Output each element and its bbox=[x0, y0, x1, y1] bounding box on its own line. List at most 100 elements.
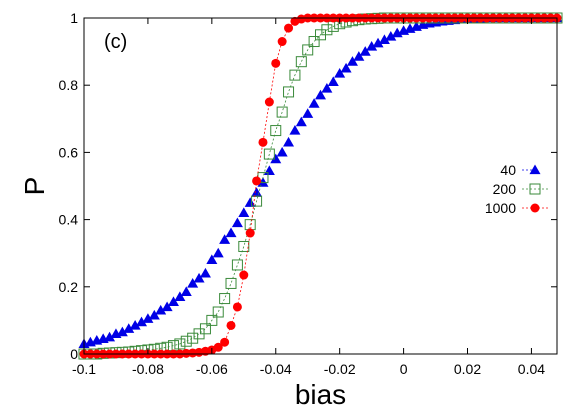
triangle-point bbox=[276, 146, 288, 157]
triangle-point bbox=[187, 277, 199, 288]
circle-point bbox=[277, 37, 287, 47]
circle-point bbox=[226, 320, 236, 330]
circle-point bbox=[258, 137, 268, 147]
triangle-point bbox=[353, 51, 365, 61]
square-point bbox=[283, 86, 295, 98]
triangle-point bbox=[167, 296, 179, 307]
triangle-point bbox=[136, 316, 148, 327]
x-tick-label: 0.02 bbox=[454, 361, 481, 377]
x-tick-label: -0.06 bbox=[196, 361, 228, 377]
triangle-point bbox=[142, 313, 154, 323]
square-point bbox=[251, 195, 263, 207]
triangle-point bbox=[123, 323, 135, 333]
triangle-point bbox=[340, 62, 352, 73]
triangle-point bbox=[372, 37, 384, 48]
legend-label-200: 200 bbox=[493, 181, 517, 197]
triangle-point bbox=[199, 267, 211, 278]
x-axis-title: bias bbox=[295, 379, 346, 407]
square-point bbox=[295, 56, 307, 68]
triangle-point bbox=[321, 83, 333, 93]
circle-point bbox=[213, 342, 223, 352]
y-tick-label: 0.8 bbox=[59, 77, 79, 93]
triangle-point bbox=[129, 319, 141, 330]
square-point bbox=[263, 148, 275, 160]
circle-point bbox=[271, 58, 281, 68]
square-point bbox=[219, 293, 231, 305]
circle-point bbox=[239, 270, 249, 280]
circle-point bbox=[245, 228, 255, 238]
x-tick-label: -0.08 bbox=[132, 361, 164, 377]
y-tick-label: 1 bbox=[70, 10, 78, 26]
y-axis-title: P bbox=[19, 177, 50, 196]
triangle-point bbox=[366, 41, 378, 51]
triangle-point bbox=[174, 291, 186, 302]
y-tick-label: 0 bbox=[70, 346, 78, 362]
y-tick-label: 0.2 bbox=[59, 279, 79, 295]
triangle-point bbox=[302, 108, 314, 118]
triangle-point bbox=[148, 309, 160, 320]
legend-marker-200 bbox=[529, 183, 541, 195]
triangle-point bbox=[225, 227, 237, 238]
axis-ticks: -0.1 -0.08 -0.06 -0.04 -0.02 0 0.02 0.04 0 0.2 0.4… bbox=[59, 10, 557, 377]
triangle-point bbox=[283, 136, 295, 147]
triangle-point bbox=[295, 116, 307, 127]
triangle-point bbox=[212, 247, 224, 258]
triangle-point bbox=[257, 177, 269, 187]
triangle-point bbox=[385, 30, 397, 41]
triangle-point bbox=[231, 217, 243, 228]
square-point bbox=[289, 69, 301, 81]
legend-marker-1000 bbox=[530, 203, 540, 213]
square-point bbox=[225, 277, 237, 289]
square-point bbox=[231, 259, 243, 271]
square-point bbox=[180, 335, 192, 347]
triangle-point bbox=[308, 98, 320, 108]
triangle-point bbox=[327, 76, 339, 86]
triangle-point bbox=[155, 304, 167, 315]
triangle-point bbox=[359, 46, 371, 56]
square-point bbox=[276, 106, 288, 118]
triangle-point bbox=[180, 286, 192, 296]
circle-point bbox=[252, 176, 262, 186]
triangle-point bbox=[238, 207, 250, 218]
chart-marks bbox=[78, 12, 563, 360]
triangle-point bbox=[206, 254, 218, 265]
square-point bbox=[302, 44, 314, 56]
square-point bbox=[212, 306, 224, 318]
square-point bbox=[321, 24, 333, 36]
square-point bbox=[270, 125, 282, 137]
plot-frame bbox=[83, 17, 558, 355]
legend-marker-40 bbox=[529, 164, 541, 175]
x-tick-label: -0.04 bbox=[260, 361, 292, 377]
circle-point bbox=[181, 348, 191, 358]
x-tick-label: 0 bbox=[400, 361, 408, 377]
series-line-200 bbox=[84, 17, 557, 355]
triangle-point bbox=[346, 56, 358, 66]
series-1000 bbox=[79, 13, 562, 359]
triangle-point bbox=[289, 125, 301, 135]
legend: 40 200 1000 bbox=[485, 162, 548, 216]
square-point bbox=[199, 323, 211, 335]
square-point bbox=[174, 338, 186, 350]
legend-label-40: 40 bbox=[500, 162, 516, 178]
triangle-point bbox=[378, 34, 390, 44]
y-tick-label: 0.4 bbox=[59, 212, 79, 228]
square-point bbox=[187, 332, 199, 344]
x-tick-label: -0.1 bbox=[72, 361, 96, 377]
panel-label: (c) bbox=[104, 31, 127, 53]
triangle-point bbox=[244, 197, 256, 207]
circle-point bbox=[264, 97, 274, 107]
x-tick-label: 0.04 bbox=[518, 361, 545, 377]
triangle-point bbox=[116, 326, 128, 337]
triangle-point bbox=[315, 89, 326, 100]
triangle-point bbox=[219, 234, 231, 244]
legend-label-1000: 1000 bbox=[485, 200, 516, 216]
circle-point bbox=[232, 302, 242, 312]
square-point bbox=[308, 36, 320, 48]
triangle-point bbox=[334, 67, 346, 78]
circle-point bbox=[284, 23, 294, 33]
triangle-point bbox=[104, 331, 116, 342]
y-tick-label: 0.6 bbox=[59, 144, 79, 160]
circle-point bbox=[220, 337, 230, 347]
triangle-point bbox=[193, 272, 205, 283]
triangle-point bbox=[251, 187, 263, 197]
